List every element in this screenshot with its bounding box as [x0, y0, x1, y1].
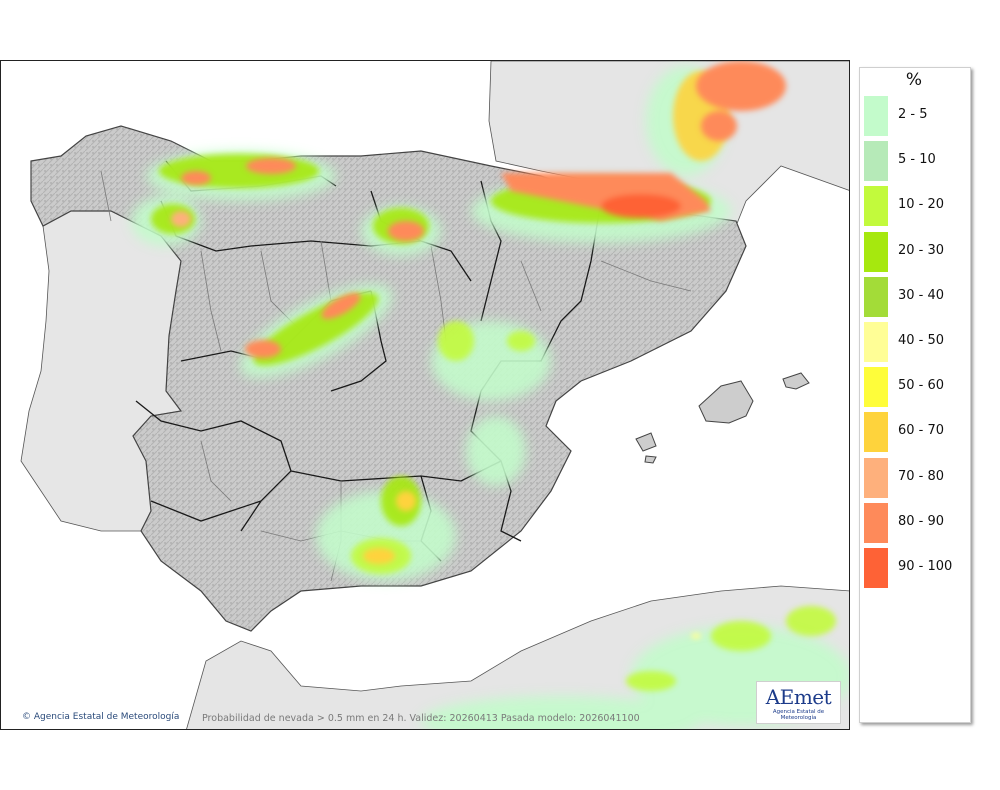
legend-unit: % [905, 70, 923, 90]
legend-label: 30 - 40 [898, 287, 945, 303]
spain-landmass [30, 125, 747, 632]
mallorca [698, 380, 754, 424]
legend-label: 60 - 70 [898, 423, 945, 439]
legend-label: 2 - 5 [898, 107, 928, 122]
map-frame [0, 60, 850, 730]
legend-swatch [864, 96, 888, 136]
legend-swatch [864, 367, 888, 408]
copyright-notice: © Agencia Estatal de Meteorología [22, 712, 179, 722]
legend-item: 80 - 90 [864, 500, 968, 543]
legend-swatch [864, 412, 888, 453]
logo-subtitle: Agencia Estatal de Meteorología [772, 709, 825, 721]
legend-item: 40 - 50 [864, 319, 968, 362]
legend-label: 40 - 50 [898, 333, 945, 348]
legend-item: 20 - 30 [864, 229, 968, 272]
legend-swatch [864, 322, 888, 362]
legend-swatch [864, 276, 888, 317]
formentera [644, 455, 657, 464]
legend-panel: % 2 - 5 5 - 10 10 - 20 20 - 30 30 - 40 40 - 5… [859, 67, 971, 723]
legend-item: 70 - 80 [864, 455, 968, 498]
legend-swatch [864, 141, 888, 182]
legend-label: 10 - 20 [898, 197, 945, 213]
legend-swatch [864, 231, 888, 272]
legend-item: 50 - 60 [864, 364, 968, 408]
legend-label: 80 - 90 [898, 513, 945, 529]
map-caption: Probabilidad de nevada > 0.5 mm en 24 h.… [202, 713, 640, 724]
legend-item: 60 - 70 [864, 409, 968, 453]
legend-label: 50 - 60 [898, 378, 945, 394]
legend-swatch [864, 502, 888, 543]
logo-wordmark: AEmet [765, 685, 832, 709]
snow-probability-core [171, 61, 786, 639]
ibiza [635, 432, 657, 452]
legend-item: 30 - 40 [864, 274, 968, 317]
copyright-text: Agencia Estatal de Meteorología [33, 712, 180, 722]
legend-swatch [864, 186, 888, 227]
aemet-logo: AEmet Agencia Estatal de Meteorología [756, 681, 841, 724]
legend-swatch [864, 457, 888, 498]
snow-probability-map [1, 61, 849, 729]
legend-item: 2 - 5 [864, 93, 968, 136]
legend-swatch [864, 548, 888, 588]
legend-label: 5 - 10 [898, 152, 936, 168]
copyright-icon: © [22, 712, 31, 722]
legend-item: 5 - 10 [864, 138, 968, 182]
legend-label: 20 - 30 [898, 242, 945, 258]
legend-item: 10 - 20 [864, 183, 968, 227]
legend-label: 90 - 100 [898, 559, 953, 574]
menorca [782, 372, 810, 390]
legend-label: 70 - 80 [898, 468, 945, 484]
legend-item: 90 - 100 [864, 545, 968, 588]
